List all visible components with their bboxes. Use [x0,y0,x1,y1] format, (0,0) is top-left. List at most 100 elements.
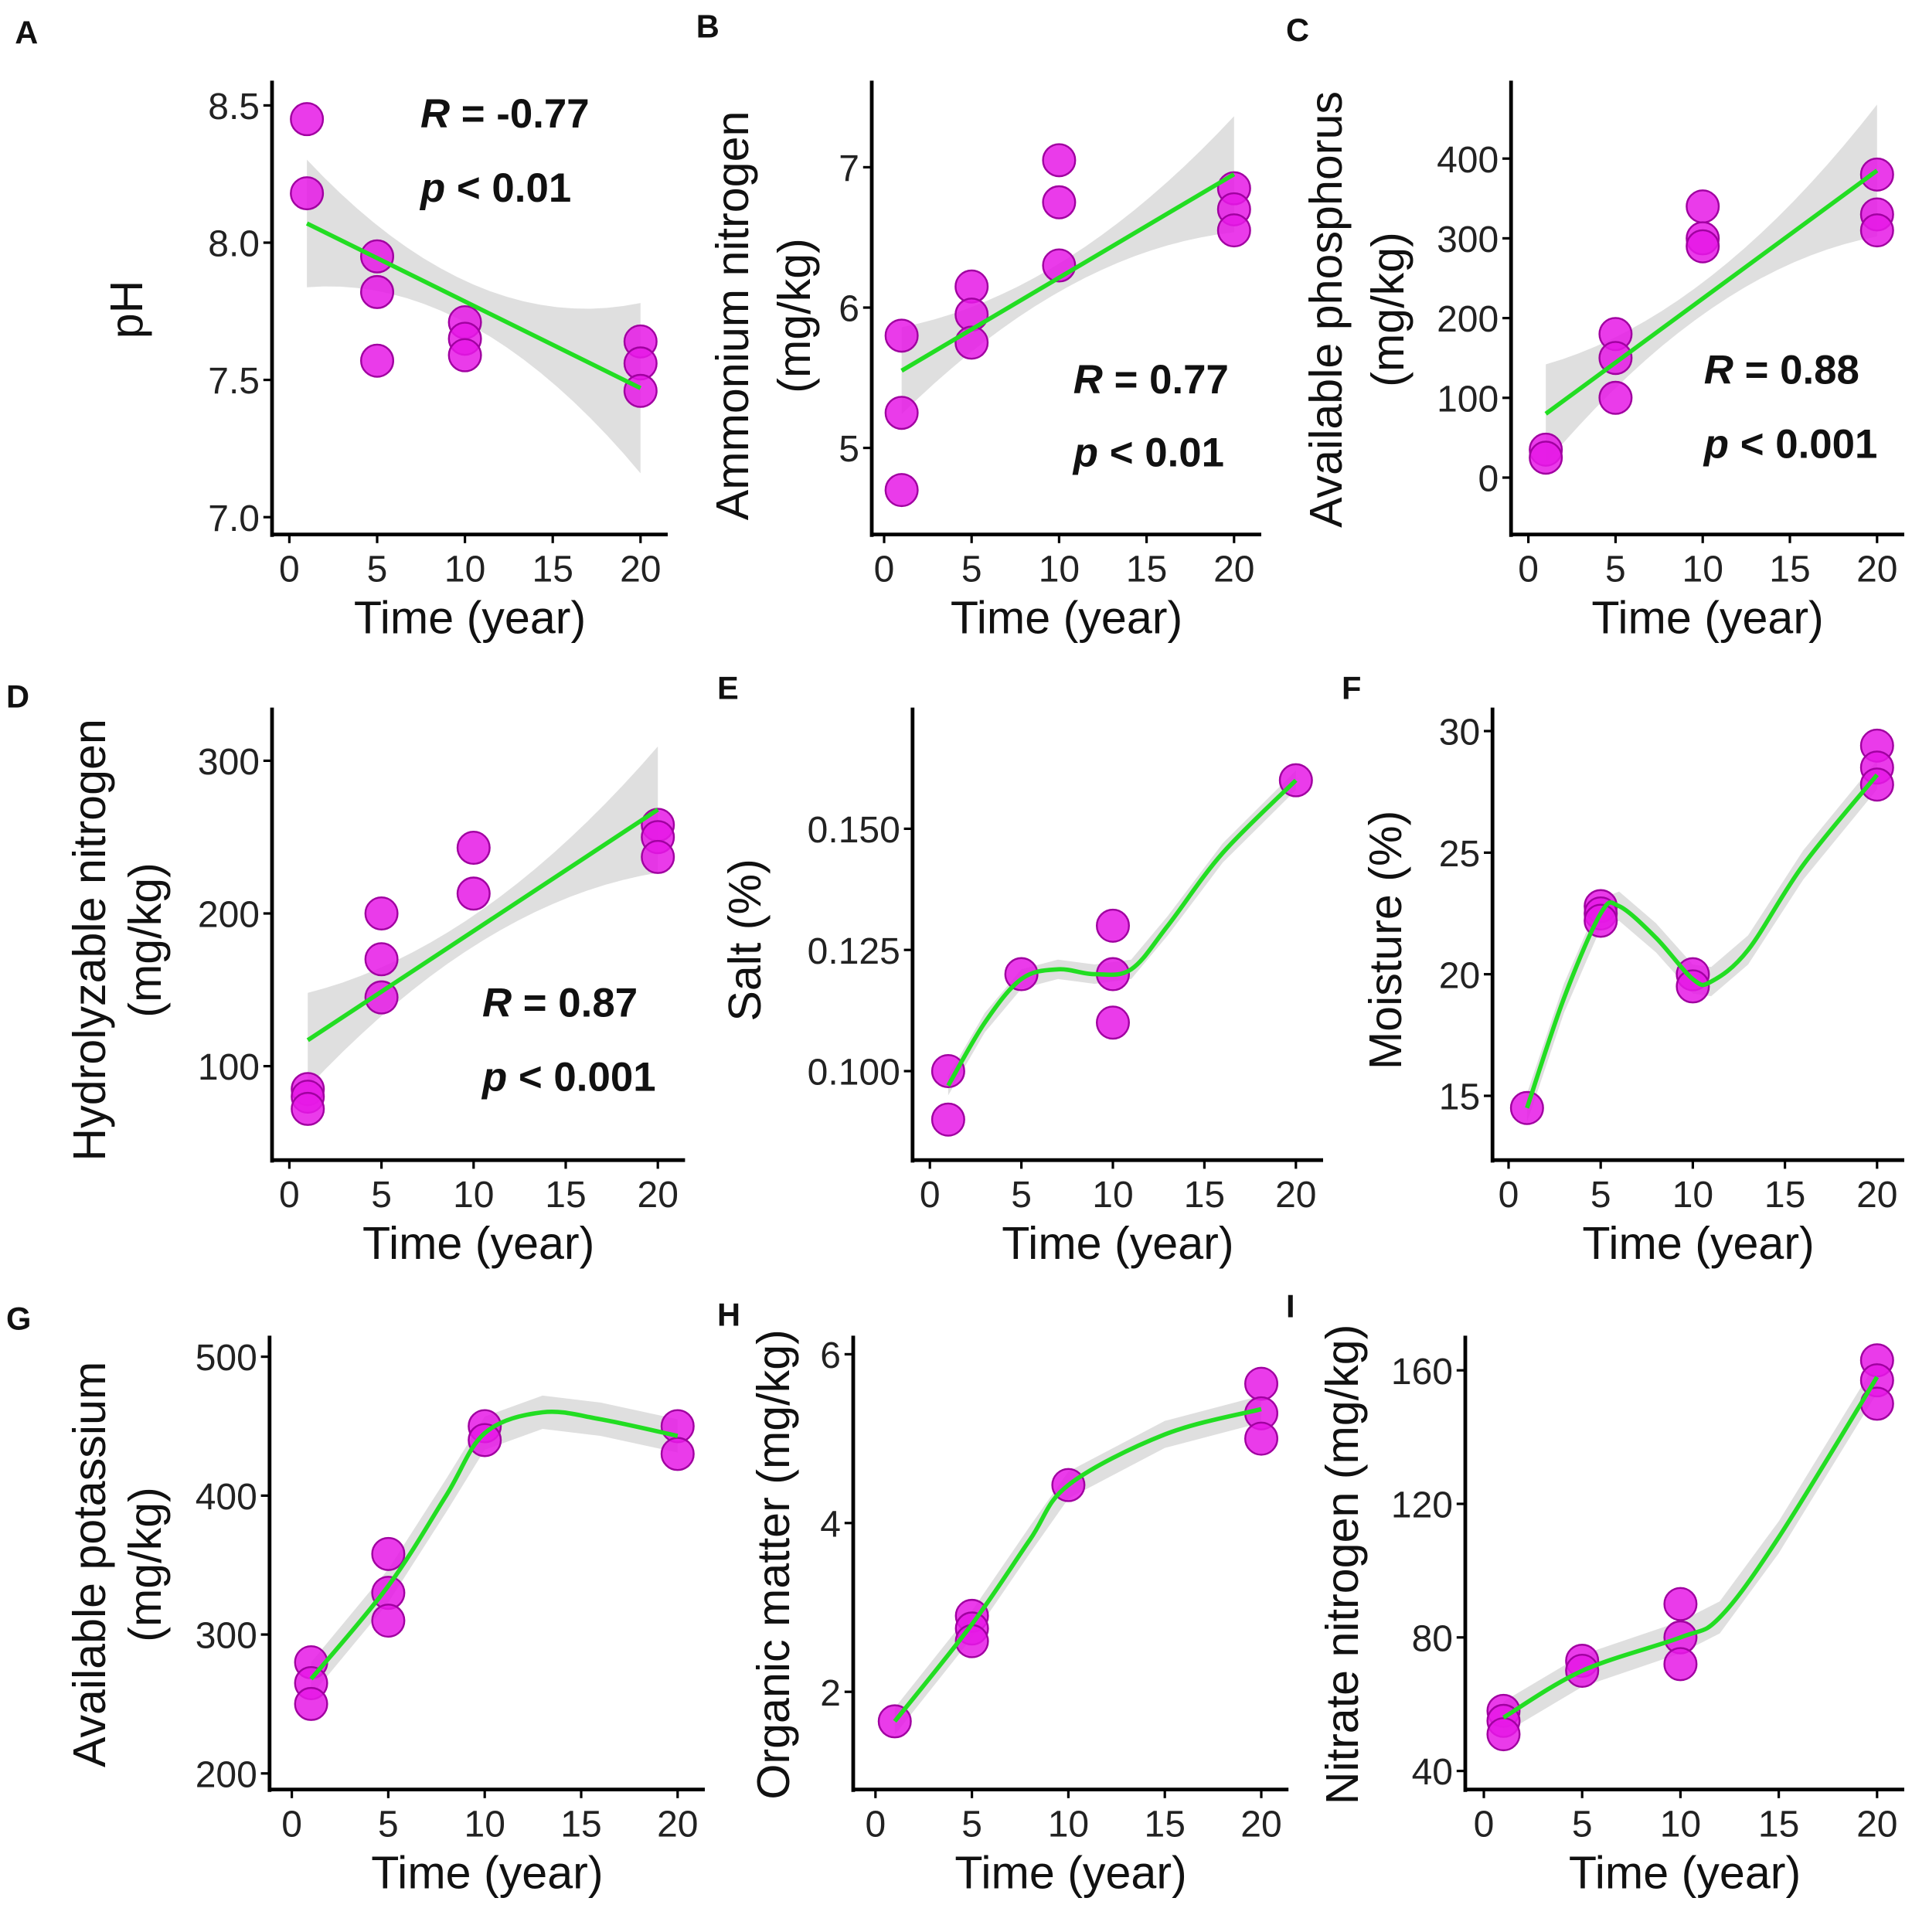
y-tick-label: 200 [196,1754,257,1795]
data-point [1486,1717,1521,1752]
r-value: R = 0.77 [1073,357,1229,403]
x-tick-label: 10 [453,1175,494,1216]
data-point [1042,185,1077,219]
x-tick-label: 20 [620,549,661,590]
r-value: R = 0.87 [482,981,638,1026]
x-axis-title: Time (year) [951,592,1182,644]
data-point [641,839,675,874]
panel-letter: H [717,1297,740,1333]
panel-I: I 0 5 10 15 20 40 80 120 160 Time (year) Nitrate ni… [1286,1287,1904,1899]
y-tick-label: 8.5 [208,87,260,128]
panel-G: G 0 5 10 15 20 200 300 400 500 Time (year) Availabl… [6,1300,705,1899]
y-tick-label: 80 [1412,1618,1453,1659]
y-tick-label: 200 [1437,299,1499,340]
y-tick-label: 30 [1439,713,1480,753]
data-point [364,896,399,931]
panel-A: A 0 5 10 15 20 7.0 7.5 8.0 8.5 Time (year) pH R = -0… [15,14,668,644]
data-point [294,1686,328,1721]
fit-line [946,778,1298,1087]
x-tick-label: 15 [1764,1175,1805,1216]
y-tick-label: 5 [839,429,859,470]
data-point [1859,157,1894,192]
x-tick-label: 15 [545,1175,586,1216]
y-axis-title: Nitrate nitrogen (mg/kg) [1316,1325,1368,1805]
fit-line [1525,773,1879,1109]
panel-letter: A [15,14,38,50]
p-value: p < 0.001 [1703,421,1878,467]
y-axis-title: (mg/kg) [119,1487,171,1642]
confidence-band [308,746,658,1088]
x-tick-label: 15 [1769,549,1810,590]
data-point [371,1536,406,1571]
y-tick-label: 2 [820,1673,841,1714]
x-tick-label: 0 [920,1175,941,1216]
x-tick-label: 20 [657,1804,698,1845]
data-point [290,176,325,211]
x-tick-label: 10 [1660,1804,1701,1845]
x-tick-label: 20 [638,1175,679,1216]
y-tick-label: 300 [196,1616,257,1657]
y-tick-label: 6 [820,1335,841,1376]
data-point [456,876,491,911]
y-tick-label: 100 [1437,379,1499,420]
x-tick-label: 15 [1145,1804,1186,1845]
data-point [1244,1421,1278,1456]
data-point [1859,767,1894,802]
panel-letter: C [1286,12,1309,48]
y-axis-title: (mg/kg) [1362,232,1414,387]
x-axis-title: Time (year) [371,1847,603,1899]
panel-letter: E [717,669,739,706]
data-point [1598,380,1633,415]
y-axis-title: (mg/kg) [119,862,171,1018]
fit-line [309,1410,679,1681]
data-point [468,1423,502,1458]
x-tick-label: 15 [560,1804,601,1845]
y-tick-label: 25 [1439,834,1480,875]
y-tick-label: 4 [820,1504,841,1545]
data-point [1096,908,1130,943]
x-tick-label: 0 [279,549,300,590]
x-tick-label: 10 [1682,549,1723,590]
x-axis-title: Time (year) [1591,592,1823,644]
fit-line [900,172,1236,373]
panel-B: B 0 5 10 15 20 5 6 7 Time (year) Ammonium nitrogen… [696,8,1261,644]
fit-line [305,221,642,390]
data-point [1529,440,1563,475]
data-point [1676,969,1710,1004]
x-tick-label: 0 [1474,1804,1495,1845]
panel-F: F 0 5 10 15 20 15 20 25 30 Time (year) Moisture (%) [1342,669,1904,1269]
data-point [884,318,919,353]
data-point [930,1102,965,1137]
data-point [1686,229,1720,264]
p-value: p < 0.01 [419,165,571,211]
x-axis-title: Time (year) [954,1847,1186,1899]
data-point [1859,213,1894,248]
y-tick-label: 300 [198,742,260,783]
data-point [930,1054,965,1089]
data-point [1244,1366,1278,1401]
panel-letter: B [696,8,720,44]
y-tick-label: 0.100 [808,1053,900,1094]
x-tick-label: 20 [1856,1804,1897,1845]
fit-line [1544,168,1879,416]
y-axis-title: Salt (%) [719,859,771,1021]
y-axis-title: pH [100,281,152,339]
x-tick-label: 5 [1590,1175,1611,1216]
x-tick-label: 20 [1856,549,1897,590]
y-axis-title: Ammonium nitrogen [706,111,758,521]
x-tick-label: 10 [1048,1804,1089,1845]
y-tick-label: 6 [839,289,859,330]
x-tick-label: 15 [1184,1175,1225,1216]
data-point [1042,143,1077,178]
r-value: R = 0.88 [1704,347,1859,393]
y-tick-label: 400 [1437,140,1499,181]
confidence-band [1546,104,1877,464]
data-point [1509,1090,1544,1125]
data-point [884,473,919,508]
panel-letter: F [1342,669,1361,706]
p-value: p < 0.01 [1072,430,1224,476]
y-tick-label: 7.0 [208,498,260,539]
x-tick-label: 20 [1856,1175,1897,1216]
y-tick-label: 0.150 [808,810,900,851]
